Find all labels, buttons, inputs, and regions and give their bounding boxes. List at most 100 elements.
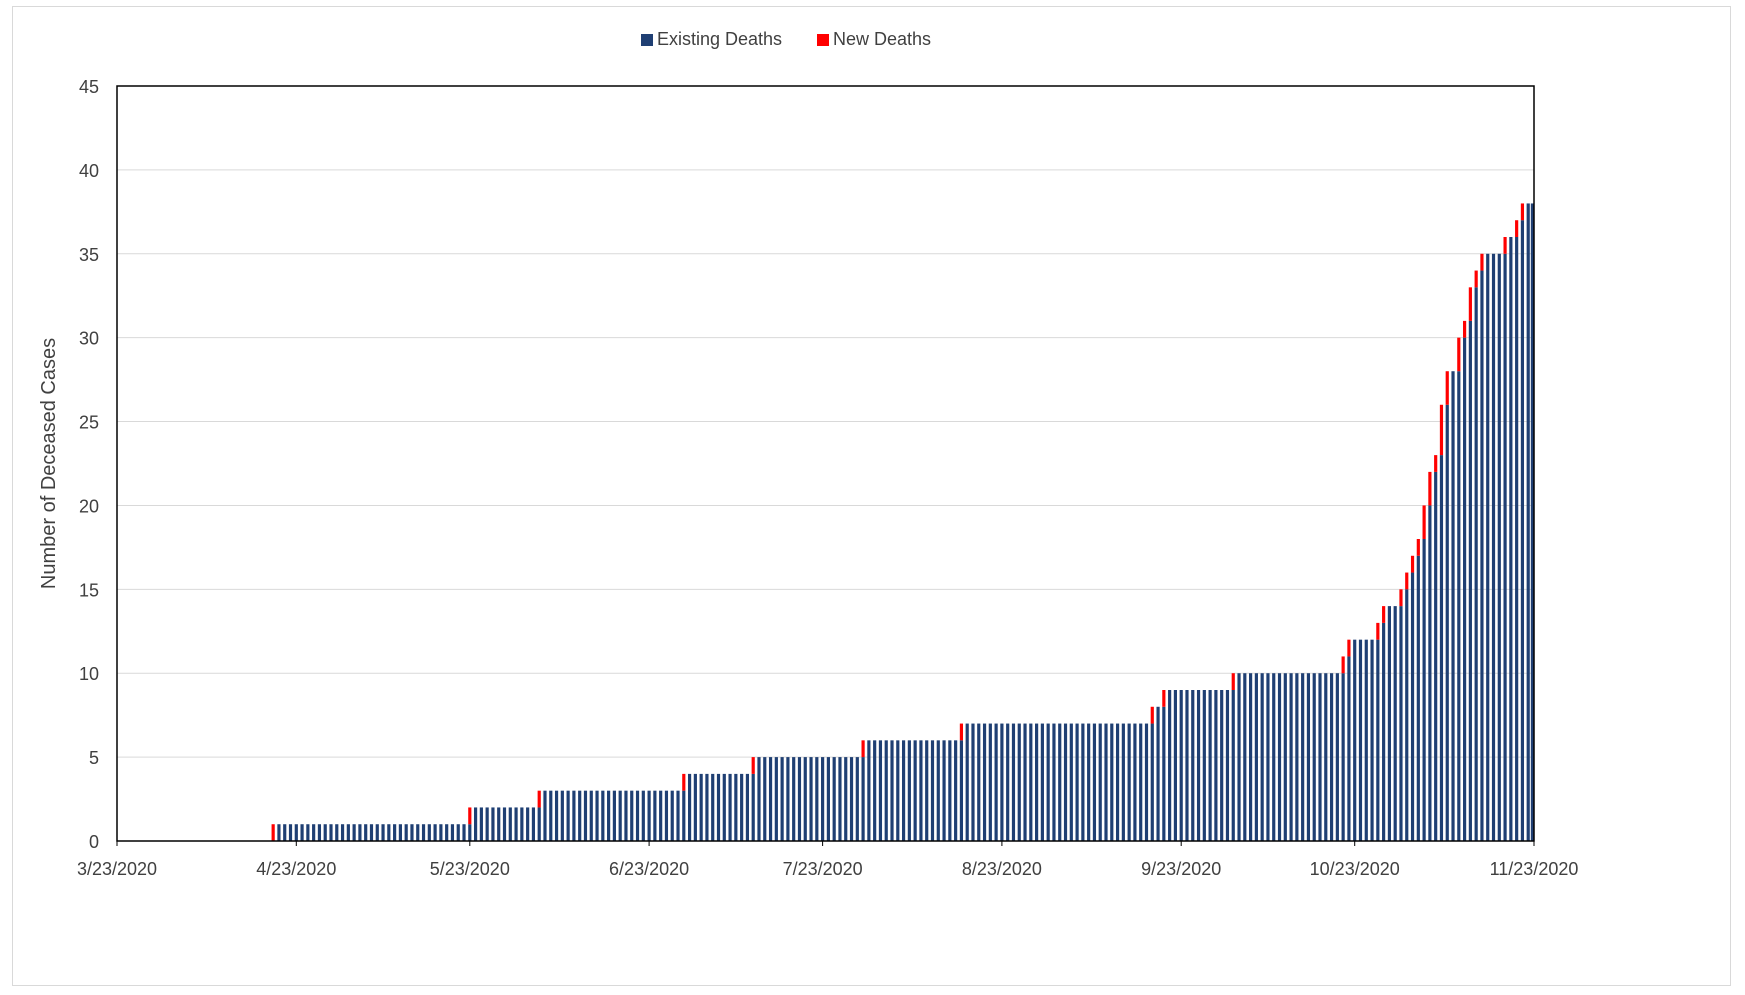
x-tick-label: 4/23/2020 <box>256 859 336 879</box>
y-tick-label: 0 <box>89 832 99 852</box>
bar-existing-deaths <box>1121 723 1125 841</box>
x-tick-label: 7/23/2020 <box>783 859 863 879</box>
bar-existing-deaths <box>867 740 871 841</box>
bar-existing-deaths <box>1457 371 1461 841</box>
bar-existing-deaths <box>1139 723 1143 841</box>
bar-existing-deaths <box>693 773 697 841</box>
bar-existing-deaths <box>549 790 553 841</box>
bar-existing-deaths <box>607 790 611 841</box>
bar-existing-deaths <box>1353 639 1357 841</box>
bar-existing-deaths <box>1092 723 1097 841</box>
bar-existing-deaths <box>300 824 304 841</box>
bar-existing-deaths <box>907 740 911 841</box>
bar-existing-deaths <box>1509 237 1513 841</box>
bar-existing-deaths <box>1000 723 1004 841</box>
bar-existing-deaths <box>797 757 802 841</box>
bar-existing-deaths <box>369 824 374 841</box>
bars <box>271 203 1534 841</box>
bar-existing-deaths <box>1035 723 1039 841</box>
bar-existing-deaths <box>1133 723 1137 841</box>
bar-existing-deaths <box>1491 253 1496 841</box>
bar-existing-deaths <box>653 790 657 841</box>
chart-svg: Existing Deaths New Deaths 0 5 10 15 20 25 30 3… <box>38 29 1578 879</box>
bar-existing-deaths <box>543 790 547 841</box>
bar-existing-deaths <box>1202 690 1206 841</box>
bar-existing-deaths <box>873 740 877 841</box>
bar-existing-deaths <box>786 757 790 841</box>
bar-existing-deaths <box>364 824 368 841</box>
bar-existing-deaths <box>479 807 483 841</box>
bar-existing-deaths <box>855 757 859 841</box>
bar-existing-deaths <box>312 824 316 841</box>
bar-existing-deaths <box>1428 505 1432 841</box>
bar-existing-deaths <box>792 757 796 841</box>
bar-existing-deaths <box>1220 690 1224 841</box>
bar-existing-deaths <box>751 773 755 841</box>
bar-existing-deaths <box>1445 404 1449 841</box>
bar-existing-deaths <box>473 807 478 841</box>
bar-existing-deaths <box>745 773 750 841</box>
bar-existing-deaths <box>531 807 536 841</box>
bar-existing-deaths <box>491 807 495 841</box>
bar-existing-deaths <box>1364 639 1368 841</box>
bar-existing-deaths <box>959 740 964 841</box>
bar-existing-deaths <box>1277 673 1282 841</box>
bar-existing-deaths <box>936 740 940 841</box>
bar-existing-deaths <box>1040 723 1044 841</box>
bar-existing-deaths <box>965 723 969 841</box>
x-tick-label: 10/23/2020 <box>1310 859 1400 879</box>
y-axis-ticks: 0 5 10 15 20 25 30 35 40 45 <box>79 77 99 852</box>
bar-existing-deaths <box>1168 690 1172 841</box>
bar-existing-deaths <box>1191 690 1195 841</box>
bar-existing-deaths <box>1515 237 1519 841</box>
bar-existing-deaths <box>1324 673 1328 841</box>
plot-area-border <box>116 85 1535 842</box>
bar-existing-deaths <box>1318 673 1322 841</box>
bar-existing-deaths <box>705 773 709 841</box>
bar-existing-deaths <box>1087 723 1091 841</box>
bar-new-deaths <box>1428 471 1432 506</box>
bar-existing-deaths <box>641 790 645 841</box>
bar-existing-deaths <box>901 740 906 841</box>
bar-existing-deaths <box>468 824 472 841</box>
bar-existing-deaths <box>948 740 952 841</box>
bar-new-deaths <box>1480 253 1484 271</box>
bar-existing-deaths <box>1196 690 1201 841</box>
bar-existing-deaths <box>664 790 669 841</box>
bar-existing-deaths <box>1329 673 1334 841</box>
bar-existing-deaths <box>1312 673 1316 841</box>
y-tick-label: 45 <box>79 77 99 97</box>
bar-existing-deaths <box>884 740 888 841</box>
bar-existing-deaths <box>416 824 420 841</box>
bar-existing-deaths <box>954 740 958 841</box>
bar-existing-deaths <box>659 790 663 841</box>
bar-existing-deaths <box>809 757 813 841</box>
bar-existing-deaths <box>1422 539 1426 841</box>
bar-existing-deaths <box>1127 723 1131 841</box>
bar-existing-deaths <box>1231 690 1235 841</box>
bar-existing-deaths <box>687 773 692 841</box>
bar-existing-deaths <box>740 773 744 841</box>
bar-existing-deaths <box>1335 673 1339 841</box>
bar-new-deaths <box>1422 505 1426 539</box>
bar-existing-deaths <box>682 790 686 841</box>
legend-swatch-new <box>817 34 829 46</box>
bar-existing-deaths <box>1393 606 1397 841</box>
bar-new-deaths <box>271 824 275 841</box>
bar-existing-deaths <box>1144 723 1149 841</box>
bar-existing-deaths <box>890 740 894 841</box>
legend-label-new: New Deaths <box>833 29 931 49</box>
bar-new-deaths <box>1416 539 1420 556</box>
bar-existing-deaths <box>375 824 379 841</box>
bar-existing-deaths <box>526 807 530 841</box>
bar-existing-deaths <box>1530 203 1534 841</box>
x-tick-label: 9/23/2020 <box>1141 859 1221 879</box>
bar-existing-deaths <box>1358 639 1363 841</box>
bar-existing-deaths <box>1416 555 1420 841</box>
bar-existing-deaths <box>445 824 449 841</box>
legend: Existing Deaths New Deaths <box>641 29 931 49</box>
bar-existing-deaths <box>763 757 767 841</box>
bar-existing-deaths <box>1451 371 1455 841</box>
bar-existing-deaths <box>1486 253 1490 841</box>
bar-existing-deaths <box>1526 203 1530 841</box>
